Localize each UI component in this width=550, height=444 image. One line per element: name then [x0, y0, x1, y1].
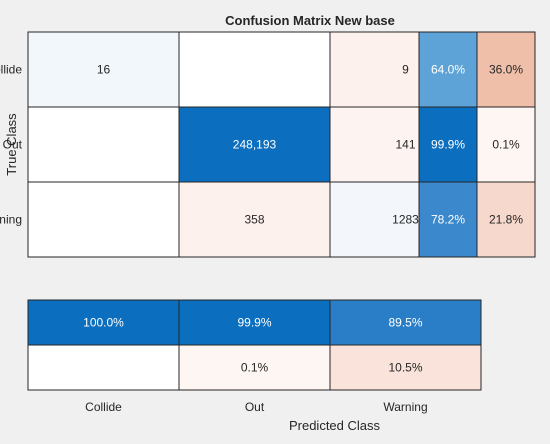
- matrix-cell-label: 248,193: [233, 138, 277, 152]
- x-tick-label: Collide: [85, 400, 122, 414]
- column-summary-label: 89.5%: [388, 316, 422, 330]
- column-summary-label: 100.0%: [83, 316, 124, 330]
- matrix-cell: [178, 181, 331, 258]
- column-summary-cell: [329, 344, 482, 391]
- matrix-cell-label: 358: [244, 213, 264, 227]
- x-axis-label: Predicted Class: [289, 418, 381, 433]
- row-summary-cell: [476, 31, 536, 108]
- matrix-cell: [27, 31, 180, 108]
- column-summary-cell: [27, 299, 180, 346]
- column-summary-label: 99.9%: [237, 316, 271, 330]
- column-summary-cell: [329, 299, 482, 346]
- matrix-cell: [27, 106, 180, 183]
- matrix-cell-label: 9: [402, 63, 409, 77]
- row-summary-label: 78.2%: [431, 213, 465, 227]
- matrix-cell: [178, 31, 331, 108]
- row-summary-label: 99.9%: [431, 138, 465, 152]
- y-axis-label: True Class: [4, 113, 19, 176]
- matrix-cell-label: 1283: [392, 213, 419, 227]
- row-summary-label: 0.1%: [492, 138, 520, 152]
- row-summary-label: 64.0%: [431, 63, 465, 77]
- y-tick-label: Collide: [0, 63, 22, 77]
- matrix-cell: [178, 106, 331, 183]
- matrix-cell-label: 16: [97, 63, 111, 77]
- x-tick-label: Out: [245, 400, 265, 414]
- row-summary-cell: [418, 106, 478, 183]
- row-summary-cell: [418, 31, 478, 108]
- chart-title: Confusion Matrix New base: [225, 13, 395, 28]
- column-summary-cell: [27, 344, 180, 391]
- matrix-cell-label: 141: [395, 138, 415, 152]
- column-summary-cell: [178, 299, 331, 346]
- column-summary-label: 10.5%: [388, 361, 422, 375]
- x-tick-label: Warning: [383, 400, 427, 414]
- row-summary-cell: [418, 181, 478, 258]
- matrix-cell: [27, 181, 180, 258]
- row-summary-label: 21.8%: [489, 213, 523, 227]
- row-summary-label: 36.0%: [489, 63, 523, 77]
- row-summary-cell: [476, 181, 536, 258]
- y-tick-label: Warning: [0, 213, 22, 227]
- column-summary-label: 0.1%: [241, 361, 269, 375]
- y-tick-label: Out: [3, 138, 23, 152]
